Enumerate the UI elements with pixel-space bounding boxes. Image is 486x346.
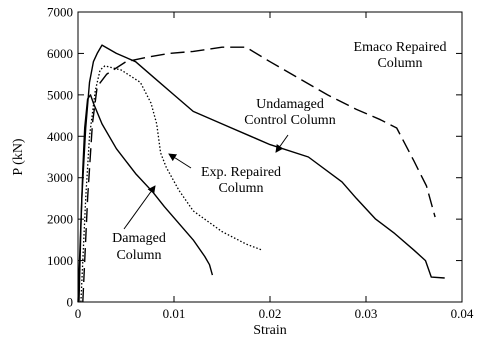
series-line-undamaged-control-column <box>77 44 445 303</box>
ticks-layer: 0 0.01 0.02 0.03 0.04 0 1000 2000 3000 4000 5000 60… <box>47 5 474 322</box>
y-tick-label: 4000 <box>47 129 73 144</box>
y-axis-label: P (kN) <box>11 138 26 176</box>
annotation-text: Column <box>377 56 422 71</box>
annotation-text: Damaged <box>112 231 166 246</box>
y-tick-label: 3000 <box>47 170 73 185</box>
annotation-arrow <box>168 153 192 169</box>
y-tick-label: 5000 <box>47 87 73 102</box>
annotation-text: Column <box>116 248 161 263</box>
x-tick-label: 0.02 <box>259 306 282 321</box>
x-axis-label: Strain <box>253 323 286 338</box>
annotation-text: Control Column <box>244 113 335 128</box>
x-tick-label: 0.01 <box>163 306 186 321</box>
x-tick-label: 0 <box>75 306 82 321</box>
y-tick-label: 1000 <box>47 253 73 268</box>
annotation-text: Undamaged <box>256 97 324 112</box>
series-line-exp-repaired-column <box>80 65 263 303</box>
series-layer <box>77 44 445 303</box>
annotation-text: Emaco Repaired <box>354 40 447 55</box>
y-tick-label: 2000 <box>47 212 73 227</box>
annotation-text: Exp. Repaired <box>201 165 281 180</box>
y-tick-label: 7000 <box>47 5 73 20</box>
y-tick-label: 0 <box>67 295 74 310</box>
series-line-damaged-column <box>78 94 214 303</box>
x-tick-label: 0.03 <box>355 306 378 321</box>
series-line-emaco-repaired-column <box>82 46 436 303</box>
annotation-text: Column <box>218 181 263 196</box>
annotation-arrow <box>123 185 156 230</box>
annotation-arrow <box>275 134 289 153</box>
x-tick-label: 0.04 <box>451 306 474 321</box>
y-tick-label: 6000 <box>47 46 73 61</box>
annotation-damaged-column: Damaged Column <box>112 185 166 263</box>
